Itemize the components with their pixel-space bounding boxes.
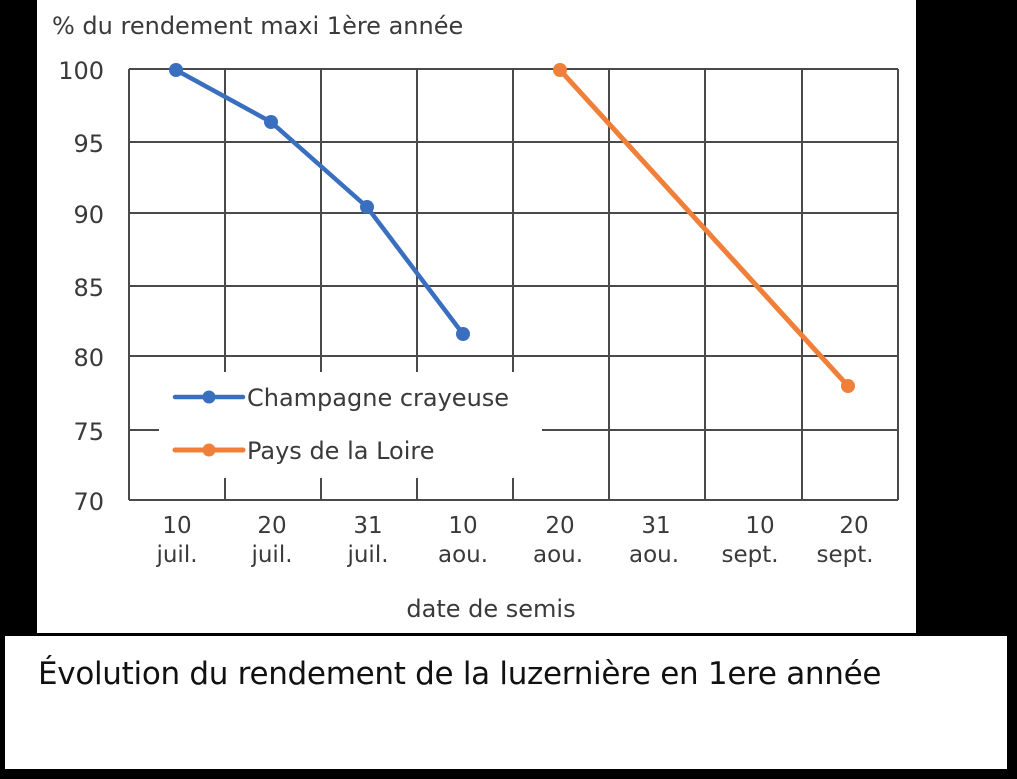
x-tick-day: 10 bbox=[745, 513, 774, 539]
y-tick-label: 95 bbox=[73, 130, 104, 158]
series-champagne-crayeuse bbox=[169, 63, 470, 341]
x-tick-labels: 10 juil. 20 juil. 31 juil. 10 aou. 20 ao… bbox=[155, 513, 873, 568]
line-chart: % du rendement maxi 1ère année bbox=[52, 12, 899, 623]
y-axis-title: % du rendement maxi 1ère année bbox=[52, 12, 463, 40]
data-point bbox=[553, 63, 567, 77]
y-tick-label: 100 bbox=[58, 57, 104, 85]
x-tick-day: 31 bbox=[353, 513, 382, 539]
legend-marker-icon bbox=[202, 390, 216, 404]
legend-item-champagne-crayeuse: Champagne crayeuse bbox=[172, 384, 509, 412]
data-point bbox=[264, 115, 278, 129]
x-tick-day: 31 bbox=[641, 513, 670, 539]
y-tick-label: 75 bbox=[73, 418, 104, 446]
x-tick-month: aou. bbox=[629, 542, 679, 568]
x-tick-day: 10 bbox=[448, 513, 477, 539]
x-tick-day: 10 bbox=[162, 513, 191, 539]
x-tick-month: juil. bbox=[346, 542, 388, 568]
x-axis-title: date de semis bbox=[406, 595, 575, 623]
data-point bbox=[360, 200, 374, 214]
y-tick-labels: 100 95 90 85 80 75 70 bbox=[58, 57, 104, 516]
legend-box bbox=[159, 372, 542, 478]
data-point bbox=[456, 327, 470, 341]
x-tick-month: aou. bbox=[438, 542, 488, 568]
x-tick-month: juil. bbox=[155, 542, 197, 568]
x-tick-month: sept. bbox=[721, 542, 778, 568]
y-tick-label: 90 bbox=[73, 201, 104, 229]
data-point bbox=[169, 63, 183, 77]
caption-box: Évolution du rendement de la luzernière … bbox=[5, 636, 1007, 769]
x-tick-month: aou. bbox=[533, 542, 583, 568]
y-tick-label: 80 bbox=[73, 344, 104, 372]
legend-label: Pays de la Loire bbox=[247, 437, 434, 465]
x-tick-day: 20 bbox=[839, 513, 868, 539]
y-tick-label: 70 bbox=[73, 488, 104, 516]
legend-marker-icon bbox=[202, 443, 216, 457]
series-pays-de-la-loire bbox=[553, 63, 855, 393]
figure-caption: Évolution du rendement de la luzernière … bbox=[38, 656, 882, 692]
x-tick-month: juil. bbox=[250, 542, 292, 568]
x-tick-month: sept. bbox=[816, 542, 873, 568]
y-tick-label: 85 bbox=[73, 274, 104, 302]
x-tick-day: 20 bbox=[257, 513, 286, 539]
data-point bbox=[841, 379, 855, 393]
legend-label: Champagne crayeuse bbox=[247, 384, 509, 412]
chart-panel: % du rendement maxi 1ère année bbox=[37, 0, 916, 633]
x-tick-day: 20 bbox=[545, 513, 574, 539]
legend-item-pays-de-la-loire: Pays de la Loire bbox=[172, 437, 434, 465]
legend: Champagne crayeuse Pays de la Loire bbox=[172, 384, 509, 465]
